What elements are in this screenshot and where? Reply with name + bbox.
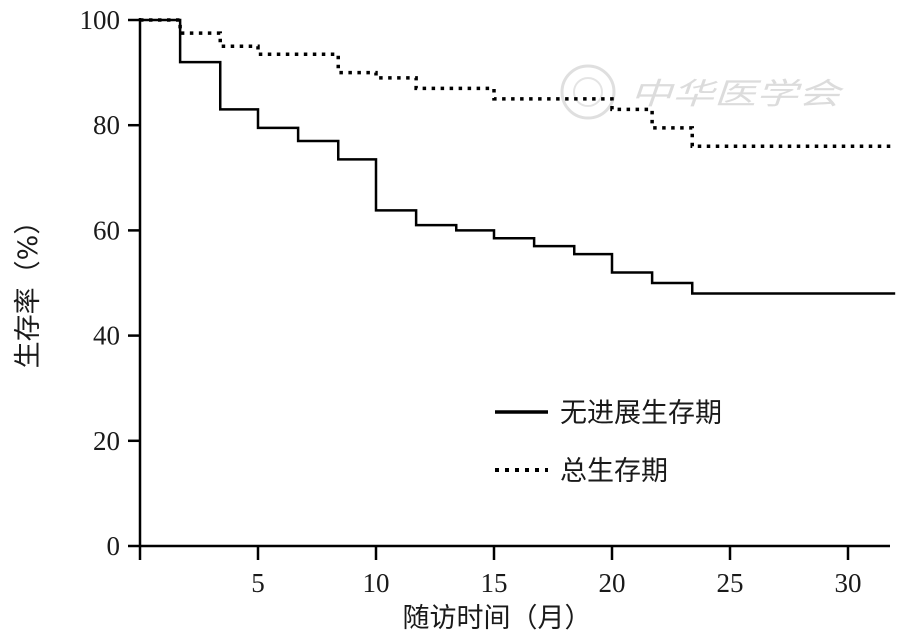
legend-label-1: 总生存期 — [560, 456, 668, 487]
legend-label-0: 无进展生存期 — [560, 398, 722, 429]
y-tick-label: 60 — [93, 215, 120, 245]
x-tick-label: 20 — [599, 568, 626, 598]
y-tick-label: 20 — [93, 426, 120, 456]
axes: 0 20 40 60 80 100 5 10 15 20 25 30 — [80, 5, 890, 598]
y-tick-label: 40 — [93, 321, 120, 351]
x-axis-title: 随访时间（月） — [403, 603, 592, 634]
watermark-text: 中华医学会 — [630, 77, 844, 112]
watermark: 中华医学会 — [560, 64, 844, 120]
x-tick-label: 30 — [835, 568, 862, 598]
watermark-seal-inner — [573, 77, 603, 107]
x-tick-label: 10 — [363, 568, 390, 598]
y-tick-label: 0 — [107, 531, 121, 561]
y-axis-title: 生存率（%） — [13, 208, 44, 369]
watermark-seal-icon — [560, 64, 616, 120]
series-layer — [140, 18, 896, 295]
x-tick-label: 15 — [481, 568, 508, 598]
y-tick-label: 80 — [93, 110, 120, 140]
x-tick-label: 5 — [251, 568, 265, 598]
x-tick-label: 25 — [717, 568, 744, 598]
series-line-0 — [140, 18, 896, 295]
series-line-1 — [140, 18, 896, 148]
y-tick-label: 100 — [80, 5, 121, 35]
